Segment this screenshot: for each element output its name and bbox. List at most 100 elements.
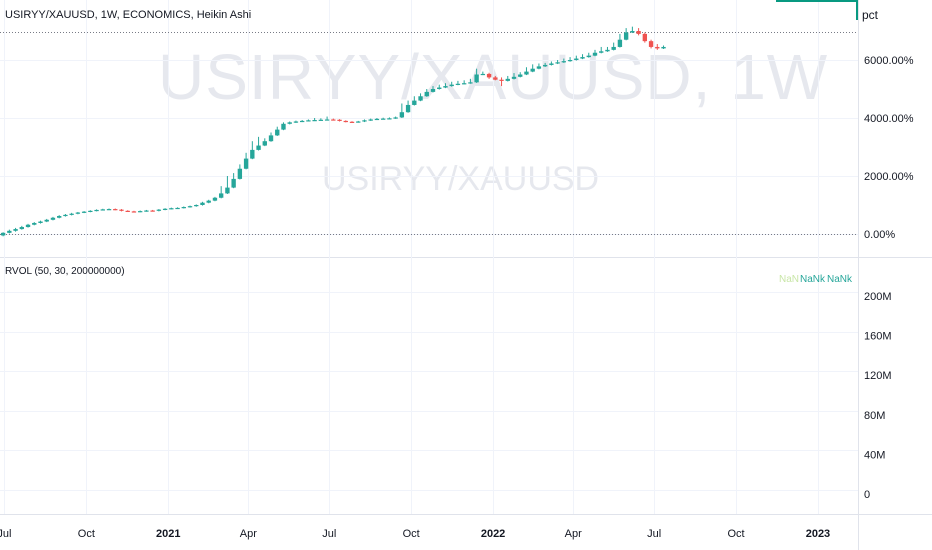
candle-body <box>518 74 523 77</box>
candle-body <box>611 46 616 50</box>
candle-body <box>19 227 24 230</box>
candle-body <box>256 145 261 150</box>
candle-body <box>630 31 635 33</box>
candle-body <box>374 118 380 121</box>
candle-body <box>312 120 317 122</box>
candle-body <box>306 120 311 122</box>
candle-body <box>113 209 118 211</box>
candle-body <box>13 229 18 231</box>
price-tick-label: 2000.00% <box>864 171 914 183</box>
time-tick-label: Oct <box>78 528 95 540</box>
candle-body <box>461 83 467 85</box>
candle-body <box>268 135 274 142</box>
candle-body <box>318 119 324 121</box>
time-tick-label: Jul <box>322 528 336 540</box>
symbol-title[interactable]: USIRYY/XAUUSD, 1W, ECONOMICS, Heikin Ash… <box>5 9 252 21</box>
candle-body <box>150 210 155 212</box>
candle-body <box>94 209 99 212</box>
candle-body <box>468 82 473 84</box>
candle-body <box>605 49 610 52</box>
candle-body <box>200 202 205 205</box>
candle-body <box>262 141 267 146</box>
candle-body <box>243 158 249 169</box>
candle-body <box>187 206 193 208</box>
candle-body <box>32 222 37 225</box>
candle-body <box>7 230 12 233</box>
candle-body <box>437 87 442 89</box>
candle-body <box>175 207 180 210</box>
candle-body <box>486 73 492 78</box>
candle-body <box>275 129 280 136</box>
candle-body <box>100 209 105 211</box>
candle-body <box>69 213 74 215</box>
candle-body <box>237 168 243 179</box>
symbol-sub-watermark: USIRYY/XAUUSD <box>322 160 600 198</box>
candle-body <box>555 62 560 64</box>
time-tick-label: Apr <box>240 528 257 540</box>
indicator-value-3: NaNk <box>827 274 853 285</box>
candle-body <box>387 118 392 120</box>
indicator-value-2: NaNk <box>800 274 826 285</box>
candle-body <box>212 197 218 201</box>
candle-body <box>474 74 479 83</box>
candle-body <box>156 209 162 211</box>
candle-body <box>393 117 398 119</box>
candle-body <box>648 41 654 47</box>
time-tick-label: 2021 <box>156 528 180 540</box>
candle-body <box>343 120 348 123</box>
candle-body <box>88 210 93 212</box>
candle-body <box>574 58 579 60</box>
candle-body <box>50 217 56 220</box>
candle-body <box>169 208 174 210</box>
time-tick-label: Oct <box>403 528 420 540</box>
candle-body <box>368 119 373 121</box>
candle-body <box>281 123 286 130</box>
indicator-title[interactable]: RVOL (50, 30, 200000000) <box>5 266 125 277</box>
candle-body <box>549 63 554 65</box>
time-tick-label: 2023 <box>806 528 830 540</box>
candle-body <box>162 208 168 210</box>
candle-body <box>542 64 548 67</box>
unit-label: pct <box>862 8 879 22</box>
candle-body <box>524 71 529 75</box>
candle-body <box>617 39 623 47</box>
candle-body <box>362 120 367 122</box>
candle-body <box>144 210 149 212</box>
volume-tick-label: 40M <box>864 449 885 461</box>
candle-body <box>194 205 199 207</box>
volume-tick-label: 0 <box>864 489 870 501</box>
candle-body <box>299 120 305 123</box>
candle-body <box>499 79 504 81</box>
accent-bar <box>776 0 858 2</box>
candle-body <box>0 232 6 236</box>
candle-body <box>424 91 429 97</box>
candle-body <box>250 149 255 159</box>
candle-body <box>592 52 598 56</box>
candle-body <box>661 46 666 49</box>
candle-body <box>57 216 62 218</box>
price-tick-label: 4000.00% <box>864 113 914 125</box>
candle-body <box>530 68 535 72</box>
candle-body <box>455 83 461 85</box>
candle-body <box>81 211 87 213</box>
symbol-watermark: USIRYY/XAUUSD, 1W <box>158 41 829 113</box>
candle-body <box>418 96 423 101</box>
candle-body <box>493 77 498 80</box>
candle-body <box>324 119 330 121</box>
candle-body <box>293 121 299 123</box>
candle-body <box>449 84 454 87</box>
candle-body <box>231 178 236 188</box>
time-tick-label: Jul <box>0 528 11 540</box>
candle-body <box>412 100 417 105</box>
candle-body <box>580 57 585 59</box>
candle-body <box>505 78 510 81</box>
candle-body <box>511 76 517 79</box>
indicator-value-1: NaN <box>779 274 800 285</box>
volume-tick-label: 200M <box>864 291 892 303</box>
candle-body <box>138 211 143 213</box>
candle-body <box>181 207 186 209</box>
candle-body <box>131 211 137 213</box>
candle-body <box>218 193 224 198</box>
